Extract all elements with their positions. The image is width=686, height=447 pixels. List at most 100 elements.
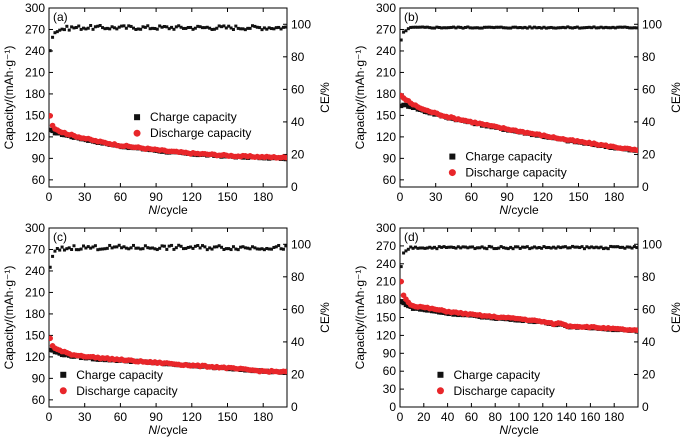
legend-discharge-label: Discharge capacity — [76, 384, 177, 398]
y-left-tick-label: 300 — [25, 221, 45, 235]
ce-point — [165, 25, 169, 29]
ce-point — [203, 26, 207, 30]
ce-point — [281, 25, 285, 29]
ce-point — [231, 27, 235, 31]
legend-charge-label: Charge capacity — [465, 150, 552, 164]
y-left-tick-label: 120 — [25, 130, 45, 144]
ce-point — [504, 246, 508, 250]
ce-point — [454, 246, 458, 250]
ce-point — [506, 247, 510, 251]
ce-point — [571, 244, 575, 248]
ce-point — [459, 246, 463, 250]
ce-point — [284, 25, 287, 29]
x-tick-label: 160 — [580, 410, 600, 424]
y-left-tick-label: 90 — [383, 151, 397, 165]
ce-point — [411, 25, 415, 29]
ce-point — [170, 25, 174, 29]
ce-point — [573, 26, 577, 30]
y-right-tick-label: 60 — [291, 302, 305, 316]
ce-point — [241, 27, 245, 31]
ce-point — [513, 245, 517, 249]
ce-point — [112, 26, 116, 30]
x-tick-label: 180 — [604, 410, 624, 424]
ce-point — [74, 26, 78, 30]
x-tick-label: 20 — [417, 410, 431, 424]
x-axis-label-unit: /cycle — [157, 423, 188, 437]
charge-point — [52, 349, 58, 355]
y-left-tick-label: 180 — [25, 87, 45, 101]
ce-point — [535, 26, 539, 30]
ce-point — [53, 31, 57, 35]
ce-point — [177, 24, 181, 28]
ce-point — [578, 26, 582, 30]
ce-point — [502, 246, 506, 250]
ce-point — [274, 245, 278, 249]
ce-point — [632, 26, 636, 30]
charge-point — [55, 131, 60, 136]
y-left-tick-label: 240 — [25, 264, 45, 278]
x-tick-label: 120 — [182, 410, 202, 424]
ce-point — [105, 246, 109, 250]
ce-point — [511, 247, 515, 251]
ce-point — [568, 246, 572, 250]
ce-point — [91, 27, 95, 31]
ce-point — [606, 26, 610, 30]
ce-point — [400, 265, 403, 269]
panel-label: (d) — [404, 230, 419, 244]
ce-point — [82, 26, 86, 30]
ce-point — [227, 24, 231, 28]
legend-charge-label: Charge capacity — [76, 368, 163, 382]
ce-point — [262, 248, 266, 252]
x-tick-label: 40 — [441, 410, 455, 424]
x-axis-label: N/cycle — [499, 423, 539, 437]
ce-point — [212, 27, 216, 31]
legend-discharge-label: Discharge capacity — [150, 126, 251, 140]
y-right-tick-label: 60 — [642, 82, 656, 96]
ce-point — [625, 25, 629, 29]
ce-point — [181, 247, 185, 251]
y-right-tick-label: 20 — [291, 147, 305, 161]
ce-point — [74, 248, 78, 252]
ce-point — [516, 26, 520, 30]
ce-point — [447, 26, 451, 30]
ce-point — [632, 245, 636, 249]
ce-point — [89, 23, 93, 27]
y-left-tick-label: 120 — [25, 350, 45, 364]
y-left-tick-label: 270 — [376, 22, 396, 36]
ce-point — [98, 24, 102, 28]
ce-point — [525, 245, 529, 249]
charge-point — [403, 302, 409, 308]
ce-point — [158, 24, 162, 28]
ce-point — [96, 24, 100, 28]
ce-point — [554, 246, 558, 250]
ce-point — [492, 26, 496, 30]
charge-point — [425, 308, 430, 313]
x-axis-label-variable: N — [148, 203, 157, 217]
x-tick-label: 180 — [253, 410, 273, 424]
ce-point — [544, 26, 548, 30]
ce-point — [222, 24, 226, 28]
ce-point — [103, 27, 107, 31]
ce-point — [635, 26, 638, 30]
legend: Charge capacity Discharge capacity — [133, 110, 251, 140]
ce-point — [279, 27, 283, 31]
ce-point — [454, 26, 458, 30]
discharge-point — [49, 335, 53, 342]
ce-point — [566, 25, 570, 29]
ce-point — [616, 245, 620, 249]
ce-point — [236, 248, 240, 252]
ce-point — [592, 246, 596, 250]
legend-discharge-label: Discharge capacity — [465, 166, 566, 180]
ce-point — [473, 26, 477, 30]
ce-point — [416, 25, 420, 29]
ce-point — [155, 248, 159, 252]
y-left-tick-label: 210 — [25, 285, 45, 299]
ce-point — [452, 245, 456, 249]
x-tick-label: 100 — [509, 410, 529, 424]
ce-point — [530, 26, 534, 30]
y-right-tick-label: 60 — [291, 82, 305, 96]
ce-point — [208, 26, 212, 30]
ce-point — [122, 245, 126, 249]
y-left-tick-label: 210 — [376, 65, 396, 79]
